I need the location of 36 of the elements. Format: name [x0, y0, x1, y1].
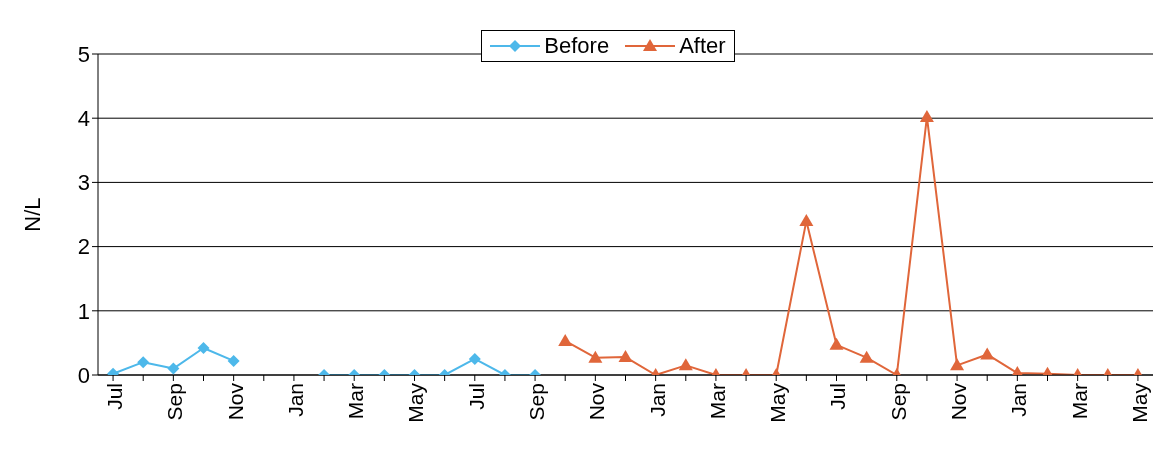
x-tick-label: Mar: [344, 383, 368, 420]
x-tick-label: Jul: [826, 383, 850, 410]
x-tick-label: May: [766, 382, 790, 423]
x-tick-label: May: [404, 382, 428, 423]
x-tick-label: Jan: [1007, 383, 1031, 417]
point: [980, 347, 995, 360]
x-tick-label: Jan: [645, 383, 669, 417]
point: [950, 358, 965, 371]
y-tick-label: 1: [77, 298, 90, 324]
x-tick-label: Jul: [102, 383, 126, 410]
x-tick-label: Sep: [163, 383, 187, 421]
point: [859, 350, 874, 363]
point: [829, 337, 844, 350]
x-tick-label: Nov: [223, 382, 247, 421]
point: [919, 109, 934, 122]
point: [588, 350, 603, 363]
x-tick-label: Mar: [705, 383, 729, 420]
y-axis-title: N/L: [19, 197, 45, 232]
x-tick-label: Sep: [524, 383, 548, 421]
x-tick-label: Sep: [886, 383, 910, 421]
y-tick-label: 4: [77, 106, 90, 132]
x-tick-label: Nov: [585, 382, 609, 421]
x-tick-label: Mar: [1067, 383, 1091, 420]
legend-label: After: [679, 33, 726, 59]
x-tick-label: May: [1127, 382, 1151, 423]
x-tick-label: Jan: [283, 383, 307, 417]
y-tick-label: 3: [77, 170, 90, 196]
point: [558, 333, 573, 346]
x-tick-label: Jul: [464, 383, 488, 410]
y-tick-label: 5: [77, 41, 90, 67]
legend-label: Before: [544, 33, 610, 59]
y-tick-label: 0: [77, 362, 90, 388]
point: [799, 213, 814, 226]
point: [678, 358, 693, 371]
x-tick-label: Nov: [946, 382, 970, 421]
y-tick-label: 2: [77, 234, 90, 260]
